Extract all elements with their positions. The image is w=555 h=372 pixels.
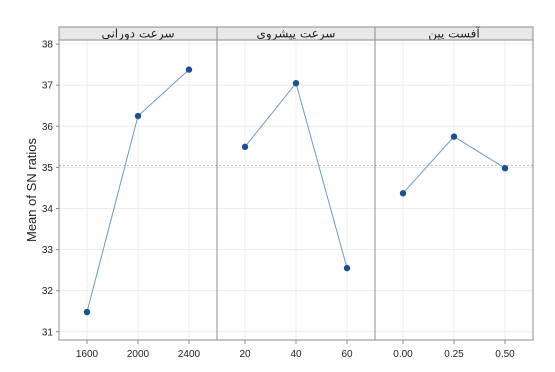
x-tick-label: 40: [290, 349, 302, 360]
panel-title: سرعت پیشروی: [257, 27, 336, 42]
data-point: [501, 165, 509, 172]
data-point: [450, 133, 458, 140]
grid-lines: [59, 40, 533, 340]
x-tick-label: 1600: [76, 349, 99, 360]
x-tick-label: 60: [341, 349, 353, 360]
x-tick-label: 0.50: [495, 349, 515, 360]
data-point: [241, 143, 249, 151]
panels: سرعت دورانی سرعت پیشروی آفست پین: [58, 26, 534, 341]
y-tick-label: 34: [42, 204, 54, 215]
data-point: [399, 190, 407, 197]
x-tick-label: 0.25: [444, 349, 464, 360]
y-tick-label: 32: [42, 286, 54, 297]
y-tick-label: 38: [42, 40, 54, 51]
data-point: [83, 308, 91, 316]
panel-title: آفست پین: [428, 26, 480, 42]
x-tick-label: 2000: [127, 349, 150, 360]
data-point: [343, 264, 351, 272]
x-tick-label: 0.00: [393, 349, 413, 360]
x-tick-label: 20: [239, 349, 251, 360]
data-point: [292, 79, 300, 87]
y-tick-label: 36: [42, 122, 54, 133]
series: [83, 66, 509, 316]
data-point: [185, 66, 193, 73]
y-tick-label: 33: [42, 245, 54, 256]
x-tick-label: 2400: [178, 349, 201, 360]
y-tick-label: 37: [42, 81, 54, 92]
y-tick-label: 35: [42, 163, 54, 174]
panel-title: سرعت دورانی: [101, 27, 174, 42]
y-tick-label: 31: [42, 327, 54, 338]
axes: 31 32 33 34 35 36 37 38 1600 2000 2400 20 40 60 0.00 0.…: [42, 40, 515, 360]
data-point: [134, 112, 142, 120]
y-axis-label: Mean of SN ratios: [24, 137, 39, 242]
